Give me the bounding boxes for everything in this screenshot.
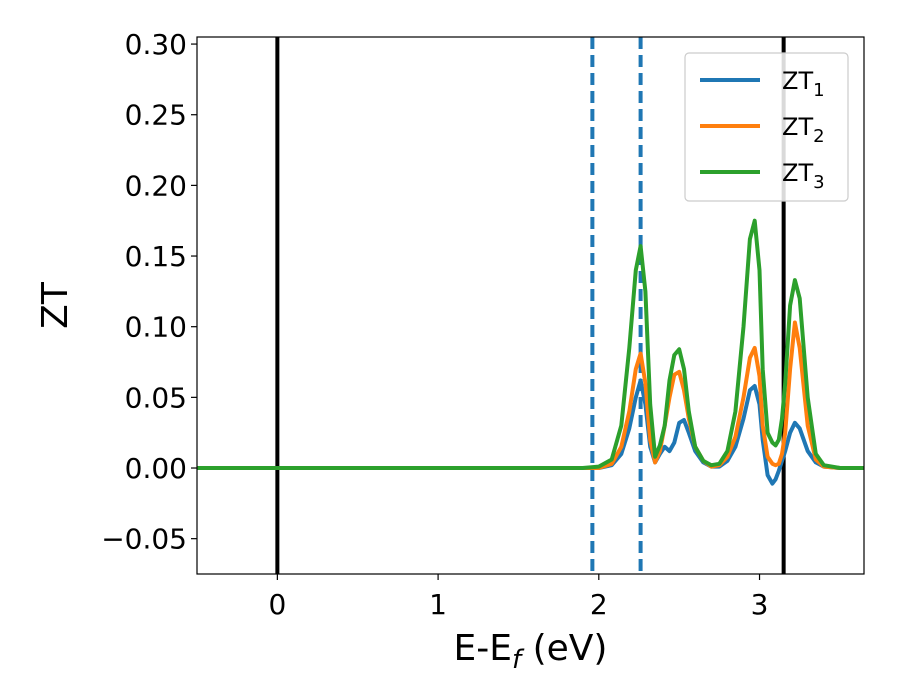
axes-frame (196, 36, 865, 575)
y-tick-label: 0.00 (125, 452, 187, 485)
x-tick-label: 3 (751, 588, 769, 621)
series-line-zt3 (197, 218, 864, 470)
y-tick-label: 0.30 (125, 28, 187, 61)
legend-label-zt3: ZT3 (782, 159, 825, 193)
y-tick-label: 0.20 (125, 169, 187, 202)
x-tick-label: 1 (429, 588, 447, 621)
y-tick-label: 0.10 (125, 311, 187, 344)
y-tick-label: 0.05 (125, 381, 187, 414)
y-tick-label: −0.05 (101, 523, 187, 556)
legend-label-zt2: ZT2 (782, 113, 825, 147)
legend-label-zt1: ZT1 (782, 67, 825, 101)
y-axis-label: ZT (35, 281, 76, 329)
axes: 0 1 2 3 −0.05 0.00 0.05 0.10 0.15 0.20 0.25 0.30 (101, 28, 865, 621)
legend-box (684, 52, 849, 202)
y-tick-label: 0.15 (125, 240, 187, 273)
x-tick-label: 2 (590, 588, 608, 621)
x-axis-label: E-Ef (eV) (454, 628, 608, 675)
y-tick-label: 0.25 (125, 99, 187, 132)
legend: ZT1 ZT2 ZT3 (684, 52, 849, 202)
x-tick-label: 0 (268, 588, 286, 621)
